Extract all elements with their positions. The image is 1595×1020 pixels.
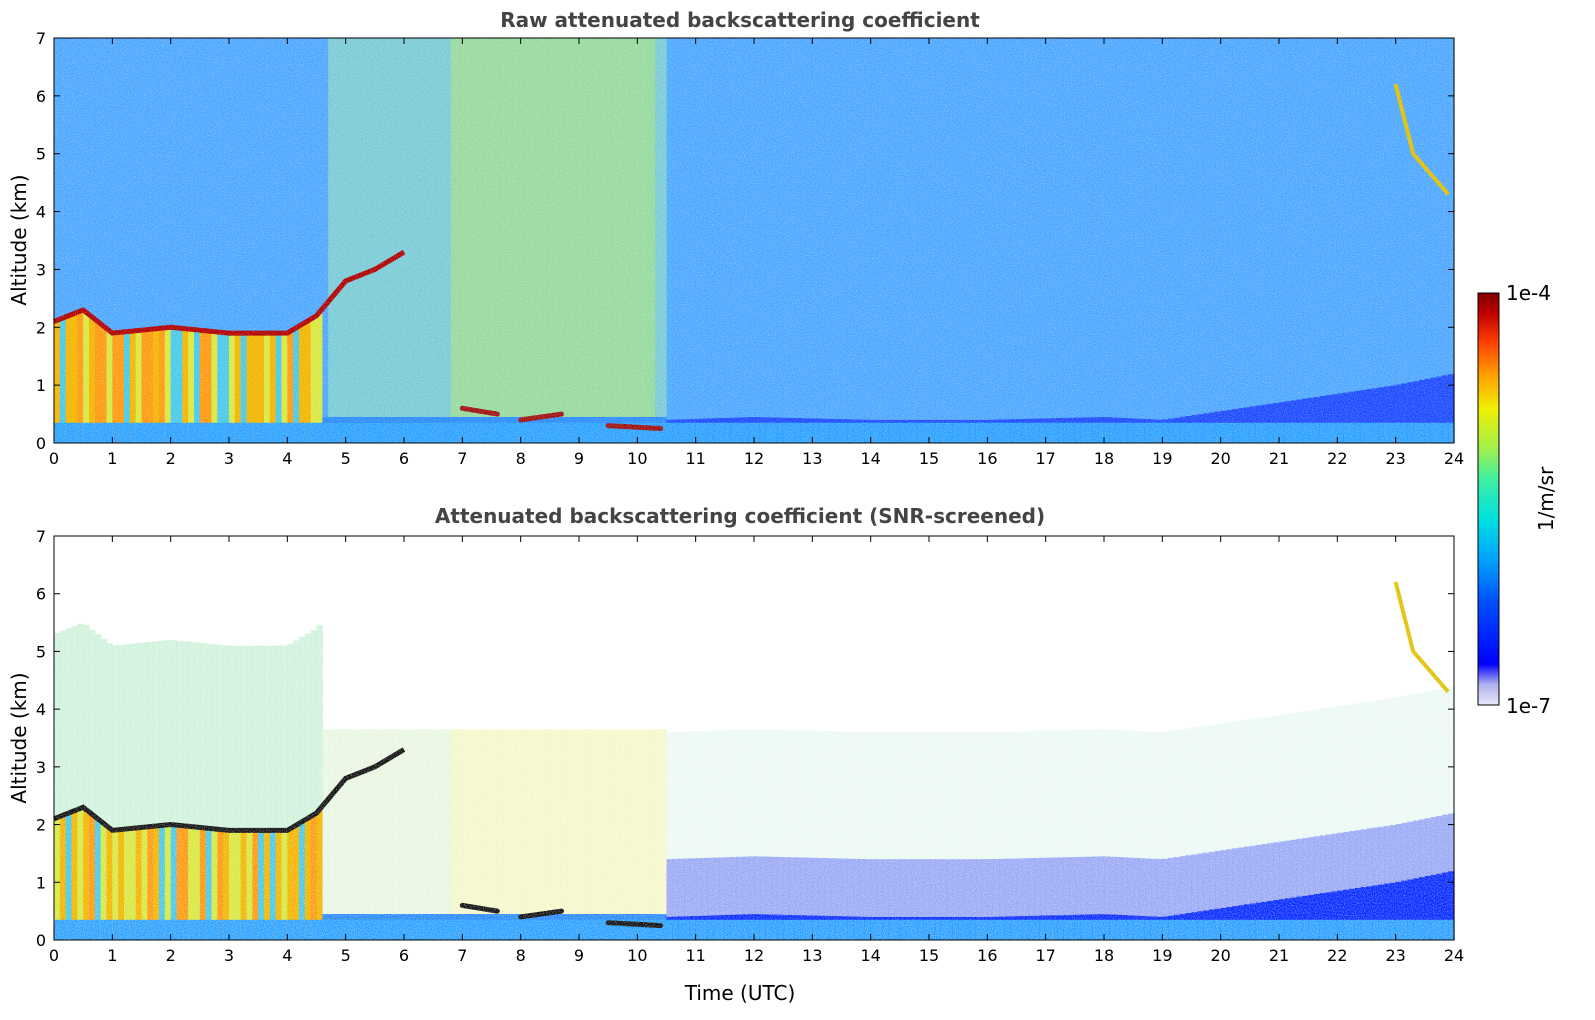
- heatmap-image: [53, 38, 1455, 443]
- x-tick-label: 4: [282, 449, 292, 468]
- y-tick-label: 1: [36, 376, 46, 395]
- x-tick-label: 16: [977, 946, 997, 965]
- x-tick-label: 24: [1444, 449, 1464, 468]
- x-tick-label: 23: [1385, 946, 1405, 965]
- x-tick-label: 17: [1035, 946, 1055, 965]
- colorbar: 1e-4 1e-7 1/m/sr: [1477, 281, 1558, 718]
- panel-title: Attenuated backscattering coefficient (S…: [435, 504, 1045, 528]
- x-tick-label: 5: [341, 449, 351, 468]
- y-tick-label: 3: [36, 758, 46, 777]
- raw-backscatter-panel: Raw attenuated backscattering coefficien…: [7, 8, 1464, 468]
- x-tick-label: 18: [1094, 946, 1114, 965]
- x-tick-label: 12: [744, 449, 764, 468]
- noise-texture: [54, 38, 1454, 443]
- y-tick-label: 5: [36, 642, 46, 661]
- x-tick-label: 13: [802, 449, 822, 468]
- colorbar-min-label: 1e-7: [1506, 694, 1551, 718]
- y-tick-label: 2: [36, 816, 46, 835]
- x-tick-label: 14: [860, 449, 880, 468]
- x-tick-label: 23: [1385, 449, 1405, 468]
- x-tick-label: 6: [399, 449, 409, 468]
- x-tick-label: 1: [107, 946, 117, 965]
- y-tick-label: 6: [36, 87, 46, 106]
- y-tick-label: 5: [36, 145, 46, 164]
- x-tick-label: 24: [1444, 946, 1464, 965]
- x-tick-label: 21: [1269, 946, 1289, 965]
- colorbar-unit-label: 1/m/sr: [1534, 466, 1558, 531]
- x-tick-label: 3: [224, 946, 234, 965]
- y-tick-label: 0: [36, 931, 46, 950]
- heatmap-image: [53, 536, 1455, 940]
- panel-title: Raw attenuated backscattering coefficien…: [500, 8, 980, 32]
- x-tick-label: 3: [224, 449, 234, 468]
- x-tick-label: 10: [627, 449, 647, 468]
- axis-ticks: 0 1 2 3 4 5 6 7 8 9 10 11 12 13 14 15 16 17 18 19 20 21 22 23 24…: [36, 29, 1464, 468]
- noise-texture: [54, 536, 1454, 940]
- x-tick-label: 6: [399, 946, 409, 965]
- x-tick-label: 13: [802, 946, 822, 965]
- y-tick-label: 1: [36, 873, 46, 892]
- x-tick-label: 22: [1327, 946, 1347, 965]
- x-tick-label: 15: [919, 449, 939, 468]
- x-tick-label: 8: [516, 946, 526, 965]
- x-tick-label: 11: [685, 449, 705, 468]
- x-axis-label: Time (UTC): [684, 981, 796, 1005]
- y-axis-label: Altitude (km): [7, 672, 31, 803]
- x-tick-label: 17: [1035, 449, 1055, 468]
- x-tick-label: 7: [457, 946, 467, 965]
- x-tick-label: 0: [49, 449, 59, 468]
- x-tick-label: 2: [166, 946, 176, 965]
- x-tick-label: 7: [457, 449, 467, 468]
- x-tick-label: 12: [744, 946, 764, 965]
- y-tick-label: 6: [36, 585, 46, 604]
- x-tick-label: 19: [1152, 946, 1172, 965]
- x-tick-label: 5: [341, 946, 351, 965]
- x-tick-label: 14: [860, 946, 880, 965]
- x-tick-label: 9: [574, 449, 584, 468]
- colorbar-max-label: 1e-4: [1506, 281, 1551, 305]
- x-tick-label: 16: [977, 449, 997, 468]
- x-tick-label: 9: [574, 946, 584, 965]
- x-tick-label: 8: [516, 449, 526, 468]
- x-tick-label: 21: [1269, 449, 1289, 468]
- x-tick-label: 11: [685, 946, 705, 965]
- y-tick-label: 0: [36, 434, 46, 453]
- y-axis-label: Altitude (km): [7, 174, 31, 305]
- x-tick-label: 20: [1210, 449, 1230, 468]
- x-tick-label: 20: [1210, 946, 1230, 965]
- y-tick-label: 7: [36, 29, 46, 48]
- x-tick-label: 1: [107, 449, 117, 468]
- axis-ticks: 0 1 2 3 4 5 6 7 8 9 10 11 12 13 14 15 16 17 18 19 20 21 22 23 24…: [36, 527, 1464, 965]
- snr-screened-panel: Attenuated backscattering coefficient (S…: [7, 504, 1464, 1005]
- x-tick-label: 10: [627, 946, 647, 965]
- colorbar-gradient: [1477, 292, 1500, 706]
- x-tick-label: 0: [49, 946, 59, 965]
- x-tick-label: 2: [166, 449, 176, 468]
- y-tick-label: 3: [36, 260, 46, 279]
- x-tick-label: 4: [282, 946, 292, 965]
- y-tick-label: 7: [36, 527, 46, 546]
- y-tick-label: 4: [36, 203, 46, 222]
- x-tick-label: 18: [1094, 449, 1114, 468]
- y-tick-label: 2: [36, 318, 46, 337]
- x-tick-label: 19: [1152, 449, 1172, 468]
- y-tick-label: 4: [36, 700, 46, 719]
- x-tick-label: 22: [1327, 449, 1347, 468]
- x-tick-label: 15: [919, 946, 939, 965]
